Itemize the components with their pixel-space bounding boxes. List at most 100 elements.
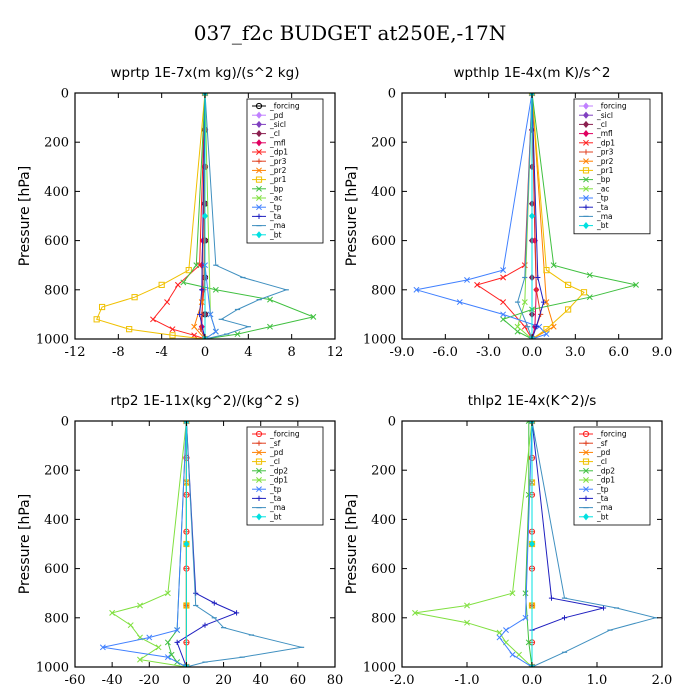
legend-item: _ac (579, 184, 609, 193)
data-point (535, 274, 541, 281)
panel-1: wprtp 1E-7x(m kg)/(s^2 kg) Pressure [hPa]… (17, 65, 343, 360)
legend-marker (256, 486, 262, 493)
data-point (503, 627, 509, 634)
x-tick-label: -2.0 (389, 673, 414, 688)
legend-label: _pr1 (269, 175, 287, 184)
legend-item: _dp1 (579, 138, 615, 147)
y-tick-label: 1000 (363, 661, 396, 676)
legend-item: _forcing (252, 102, 300, 111)
x-tick-label: 1.0 (587, 673, 608, 688)
data-point (565, 306, 572, 313)
legend-item: _ma (252, 503, 286, 512)
data-point (164, 654, 171, 661)
data-point (164, 299, 171, 306)
data-point (529, 540, 535, 548)
y-axis-label: Pressure [hPa] (344, 494, 360, 594)
series-pr1 (93, 93, 209, 339)
x-tick-label: -1.0 (454, 673, 479, 688)
y-tick-label: 800 (44, 283, 69, 298)
x-tick-label: -12 (65, 345, 86, 360)
legend-marker (583, 139, 589, 146)
legend-marker (256, 204, 262, 211)
legend-label: _ta (269, 212, 281, 221)
legend-item: _bt (579, 221, 609, 230)
legend-item: _pr3 (252, 157, 287, 166)
legend-label: _ac (269, 194, 282, 203)
data-point (521, 299, 528, 306)
y-tick-label: 200 (44, 464, 69, 479)
y-tick-label: 400 (44, 513, 69, 528)
legend-label: _pd (596, 448, 611, 457)
data-point (550, 323, 557, 330)
legend-marker (256, 477, 262, 483)
legend-item: _pr2 (252, 166, 287, 175)
legend-label: _bt (596, 512, 609, 521)
legend-label: _forcing (269, 102, 300, 111)
data-point (185, 267, 192, 274)
data-point (412, 609, 418, 616)
legend-item: _dp2 (579, 466, 615, 475)
chart-panels: wprtp 1E-7x(m kg)/(s^2 kg) Pressure [hPa]… (17, 65, 672, 688)
data-point (514, 323, 521, 330)
y-tick-label: 0 (388, 415, 396, 430)
data-point (155, 644, 162, 651)
plot-area (413, 93, 639, 339)
legend-item: _pd (252, 111, 284, 120)
legend-marker (256, 167, 262, 174)
data-point (464, 602, 470, 609)
legend-marker (583, 185, 589, 192)
series-line (199, 93, 206, 339)
data-point (202, 336, 208, 339)
panel-2: wpthlp 1E-4x(m K)/s^2 Pressure [hPa] -9.0 -… (344, 65, 672, 360)
legend-marker (256, 495, 262, 501)
x-tick-label: 2.0 (652, 673, 673, 688)
legend-label: _sicl (596, 111, 613, 120)
data-point (199, 287, 205, 293)
data-point (529, 664, 535, 667)
legend-item: _ta (252, 494, 281, 503)
x-tick-label: 0.0 (522, 673, 543, 688)
data-point (126, 326, 133, 333)
plot-area (93, 93, 317, 339)
y-tick-label: 400 (371, 185, 396, 200)
legend-box (573, 98, 651, 235)
legend-item: _dp1 (579, 476, 615, 485)
series-tp (99, 421, 190, 667)
legend-item: _tp (252, 203, 282, 212)
legend-label: _sf (269, 439, 281, 448)
legend-item: _sicl (579, 111, 613, 120)
x-tick-label: 80 (327, 673, 344, 688)
x-tick-label: 0 (201, 345, 209, 360)
data-point (193, 590, 199, 596)
legend-label: _pr2 (269, 166, 287, 175)
legend-label: _sicl (269, 120, 286, 129)
legend-item: _pr3 (579, 148, 614, 157)
panel-4: thlp2 1E-4x(K^2)/s Pressure [hPa] -2.0 -1.0… (344, 393, 672, 688)
legend-marker (583, 440, 589, 446)
legend-label: _cl (596, 457, 607, 466)
legend-marker (255, 176, 263, 183)
data-point (164, 590, 171, 597)
data-point (183, 664, 190, 667)
legend-label: _ma (596, 212, 613, 221)
data-point (183, 540, 190, 548)
data-point (180, 279, 187, 286)
legend-item: _ma (252, 221, 286, 230)
data-point (550, 262, 557, 269)
legend-label: _mfl (269, 138, 286, 147)
data-point (196, 311, 203, 317)
y-tick-label: 1000 (36, 661, 69, 676)
data-point (464, 277, 470, 283)
x-tick-label: -3.0 (476, 345, 501, 360)
data-point (212, 286, 219, 293)
data-point (522, 590, 529, 597)
legend-marker (256, 111, 262, 119)
data-point (202, 93, 208, 96)
data-point (146, 634, 153, 641)
series-line (475, 93, 533, 339)
y-tick-label: 200 (371, 464, 396, 479)
legend-marker (256, 213, 262, 219)
series-ma (514, 93, 535, 339)
y-tick-label: 800 (371, 611, 396, 626)
